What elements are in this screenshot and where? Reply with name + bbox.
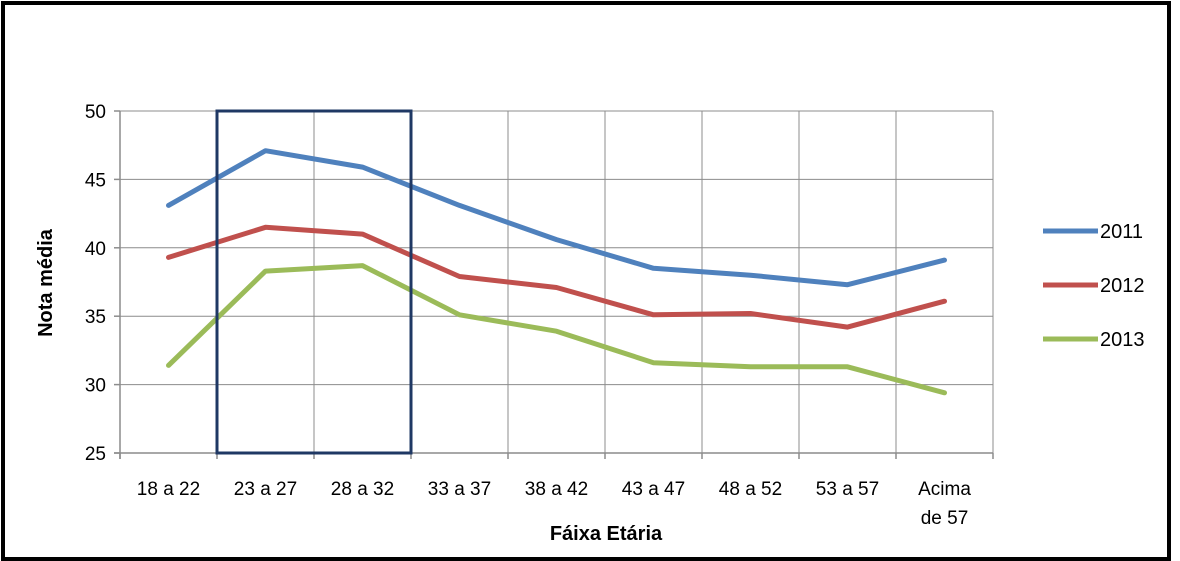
- x-tick-label: Acima: [918, 479, 971, 500]
- x-tick-label: 33 a 37: [428, 479, 491, 500]
- legend: 2011 2012 2013: [1043, 221, 1145, 351]
- y-tick-label: 25: [85, 444, 106, 465]
- y-tick-label: 35: [85, 307, 106, 328]
- y-tick-labels: 25 30 35 40 45 50: [85, 102, 106, 465]
- x-tick-label: 53 a 57: [816, 479, 879, 500]
- x-tick-label: 28 a 32: [331, 479, 394, 500]
- x-tick-label: 43 a 47: [622, 479, 685, 500]
- y-tick-label: 30: [85, 376, 106, 397]
- y-tick-label: 40: [85, 239, 106, 260]
- x-tick-label: 23 a 27: [234, 479, 297, 500]
- x-tick-label: 48 a 52: [719, 479, 782, 500]
- legend-label-2012: 2012: [1100, 275, 1145, 297]
- line-chart: 25 30 35 40 45 50 18 a 22 23 a 27 28 a 32 33 a 3…: [0, 0, 1180, 548]
- legend-label-2013: 2013: [1100, 329, 1145, 351]
- legend-label-2011: 2011: [1100, 221, 1143, 243]
- x-tick-label: de 57: [921, 508, 969, 529]
- x-tick-label: 18 a 22: [137, 479, 200, 500]
- series-line-2012: [169, 227, 945, 327]
- x-tick-label: 38 a 42: [525, 479, 588, 500]
- x-axis-title: Fáixa Etária: [550, 523, 663, 545]
- y-tick-label: 45: [85, 170, 106, 191]
- y-axis-title: Nota média: [35, 228, 57, 337]
- y-tick-label: 50: [85, 102, 106, 123]
- x-tick-labels: 18 a 22 23 a 27 28 a 32 33 a 37 38 a 42 43 a …: [137, 479, 972, 529]
- series-lines: [168, 151, 944, 393]
- series-line-2011: [169, 151, 945, 285]
